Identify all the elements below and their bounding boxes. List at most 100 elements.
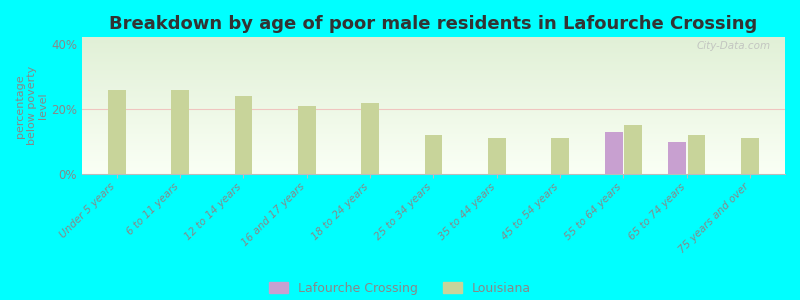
Bar	[82, 138, 785, 139]
Bar	[82, 166, 785, 167]
Bar	[551, 139, 569, 174]
Bar	[82, 171, 785, 172]
Bar	[82, 49, 785, 50]
Bar	[82, 123, 785, 124]
Bar	[82, 161, 785, 162]
Bar	[82, 63, 785, 64]
Bar	[82, 62, 785, 63]
Bar	[82, 93, 785, 94]
Bar	[82, 46, 785, 47]
Bar	[82, 105, 785, 106]
Bar	[82, 168, 785, 169]
Bar	[82, 60, 785, 61]
Bar	[82, 150, 785, 151]
Bar	[82, 53, 785, 54]
Legend: Lafourche Crossing, Louisiana: Lafourche Crossing, Louisiana	[264, 277, 536, 300]
Bar	[82, 86, 785, 87]
Bar	[82, 145, 785, 146]
Bar	[82, 82, 785, 83]
Bar	[82, 71, 785, 72]
Bar	[742, 139, 759, 174]
Bar	[82, 140, 785, 141]
Bar	[668, 142, 686, 174]
Bar	[82, 80, 785, 81]
Bar	[82, 101, 785, 102]
Bar	[82, 99, 785, 100]
Bar	[82, 40, 785, 41]
Bar	[82, 90, 785, 91]
Bar	[82, 77, 785, 78]
Bar	[82, 157, 785, 158]
Bar	[82, 98, 785, 99]
Bar	[82, 83, 785, 84]
Bar	[82, 96, 785, 97]
Bar	[82, 52, 785, 53]
Bar	[82, 133, 785, 134]
Bar	[82, 66, 785, 67]
Bar	[82, 115, 785, 116]
Bar	[82, 79, 785, 80]
Bar	[82, 114, 785, 115]
Text: City-Data.com: City-Data.com	[697, 41, 771, 51]
Bar	[82, 146, 785, 147]
Bar	[82, 41, 785, 42]
Bar	[82, 162, 785, 163]
Bar	[82, 125, 785, 126]
Bar	[82, 109, 785, 110]
Bar	[82, 57, 785, 58]
Bar	[82, 132, 785, 133]
Bar	[82, 100, 785, 101]
Bar	[82, 124, 785, 125]
Bar	[605, 132, 622, 174]
Bar	[82, 103, 785, 104]
Bar	[82, 137, 785, 138]
Bar	[82, 126, 785, 127]
Bar	[82, 100, 785, 101]
Bar	[82, 119, 785, 120]
Bar	[82, 102, 785, 103]
Bar	[82, 76, 785, 77]
Bar	[82, 155, 785, 156]
Bar	[82, 75, 785, 76]
Bar	[82, 94, 785, 95]
Bar	[82, 134, 785, 135]
Bar	[425, 135, 442, 174]
Bar	[82, 107, 785, 108]
Bar	[82, 110, 785, 111]
Bar	[82, 58, 785, 59]
Bar	[82, 154, 785, 155]
Bar	[82, 152, 785, 153]
Bar	[82, 104, 785, 105]
Bar	[82, 149, 785, 150]
Bar	[82, 106, 785, 107]
Bar	[82, 69, 785, 70]
Bar	[108, 89, 126, 174]
Bar	[82, 55, 785, 56]
Bar	[82, 88, 785, 89]
Bar	[82, 169, 785, 170]
Bar	[624, 125, 642, 174]
Bar	[82, 45, 785, 46]
Bar	[82, 144, 785, 145]
Bar	[82, 65, 785, 66]
Bar	[171, 89, 189, 174]
Bar	[82, 164, 785, 165]
Bar	[82, 111, 785, 112]
Bar	[82, 172, 785, 173]
Bar	[82, 43, 785, 44]
Bar	[82, 39, 785, 40]
Bar	[82, 87, 785, 88]
Bar	[82, 59, 785, 60]
Bar	[82, 129, 785, 130]
Bar	[82, 135, 785, 136]
Bar	[82, 38, 785, 39]
Bar	[82, 68, 785, 69]
Bar	[82, 56, 785, 57]
Title: Breakdown by age of poor male residents in Lafourche Crossing: Breakdown by age of poor male residents …	[110, 15, 758, 33]
Bar	[82, 113, 785, 114]
Bar	[82, 120, 785, 121]
Bar	[82, 165, 785, 166]
Bar	[82, 143, 785, 144]
Bar	[82, 122, 785, 123]
Bar	[82, 151, 785, 152]
